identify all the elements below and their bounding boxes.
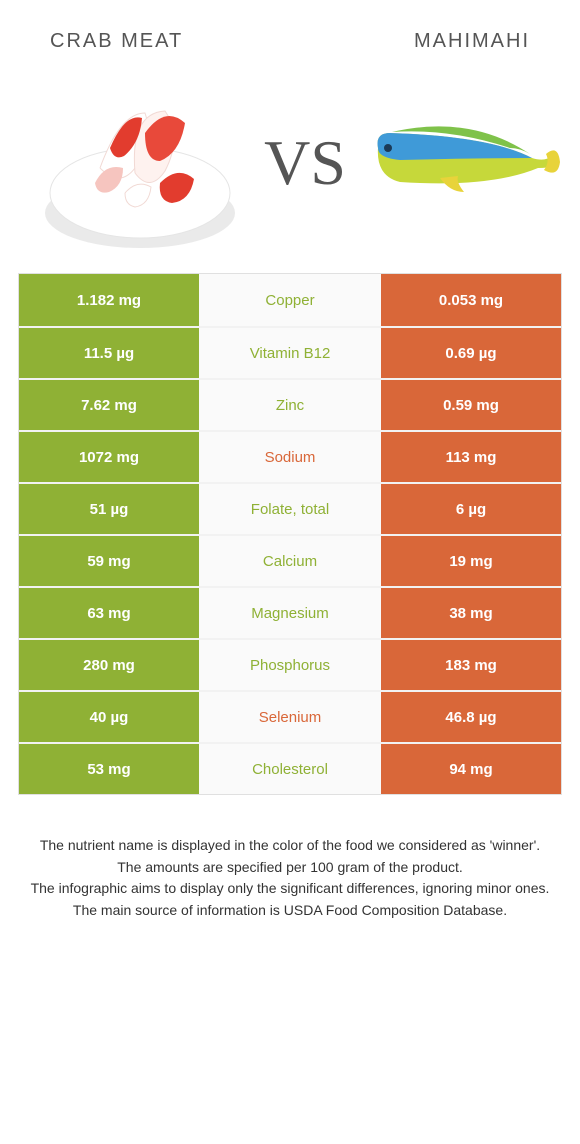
food-title-left: CRAB MEAT [50, 30, 183, 53]
crab-meat-icon [40, 73, 240, 253]
right-value: 113 mg [381, 432, 561, 482]
table-row: 1.182 mgCopper0.053 mg [19, 274, 561, 326]
nutrient-table: 1.182 mgCopper0.053 mg11.5 µgVitamin B12… [18, 273, 562, 795]
table-row: 51 µgFolate, total6 µg [19, 482, 561, 534]
table-row: 1072 mgSodium113 mg [19, 430, 561, 482]
right-value: 19 mg [381, 536, 561, 586]
right-value: 0.053 mg [381, 274, 561, 326]
right-value: 0.59 mg [381, 380, 561, 430]
footer-line: The amounts are specified per 100 gram o… [30, 857, 550, 879]
mahimahi-image [370, 103, 560, 223]
left-value: 53 mg [19, 744, 199, 794]
table-row: 40 µgSelenium46.8 µg [19, 690, 561, 742]
food-title-right: MAHIMAHI [414, 30, 530, 53]
nutrient-name: Copper [199, 274, 381, 326]
table-row: 53 mgCholesterol94 mg [19, 742, 561, 794]
table-row: 11.5 µgVitamin B120.69 µg [19, 326, 561, 378]
nutrient-name: Sodium [199, 432, 381, 482]
nutrient-name: Phosphorus [199, 640, 381, 690]
left-value: 1072 mg [19, 432, 199, 482]
nutrient-name: Zinc [199, 380, 381, 430]
right-value: 6 µg [381, 484, 561, 534]
right-value: 183 mg [381, 640, 561, 690]
table-row: 63 mgMagnesium38 mg [19, 586, 561, 638]
nutrient-name: Magnesium [199, 588, 381, 638]
footer-line: The main source of information is USDA F… [30, 900, 550, 922]
left-value: 51 µg [19, 484, 199, 534]
footer-line: The infographic aims to display only the… [30, 878, 550, 900]
left-value: 1.182 mg [19, 274, 199, 326]
right-value: 94 mg [381, 744, 561, 794]
nutrient-name: Vitamin B12 [199, 328, 381, 378]
table-row: 7.62 mgZinc0.59 mg [19, 378, 561, 430]
left-value: 59 mg [19, 536, 199, 586]
title-bar: CRAB MEAT MAHIMAHI [0, 0, 580, 63]
nutrient-name: Calcium [199, 536, 381, 586]
nutrient-name: Selenium [199, 692, 381, 742]
right-value: 38 mg [381, 588, 561, 638]
left-value: 11.5 µg [19, 328, 199, 378]
left-value: 63 mg [19, 588, 199, 638]
nutrient-name: Cholesterol [199, 744, 381, 794]
hero-row: VS [0, 63, 580, 273]
table-row: 59 mgCalcium19 mg [19, 534, 561, 586]
table-row: 280 mgPhosphorus183 mg [19, 638, 561, 690]
nutrient-name: Folate, total [199, 484, 381, 534]
footer-notes: The nutrient name is displayed in the co… [0, 795, 580, 922]
left-value: 7.62 mg [19, 380, 199, 430]
vs-label: VS [264, 126, 346, 200]
left-value: 280 mg [19, 640, 199, 690]
right-value: 46.8 µg [381, 692, 561, 742]
footer-line: The nutrient name is displayed in the co… [30, 835, 550, 857]
right-value: 0.69 µg [381, 328, 561, 378]
left-value: 40 µg [19, 692, 199, 742]
mahimahi-icon [370, 118, 560, 208]
crab-meat-image [40, 73, 240, 253]
